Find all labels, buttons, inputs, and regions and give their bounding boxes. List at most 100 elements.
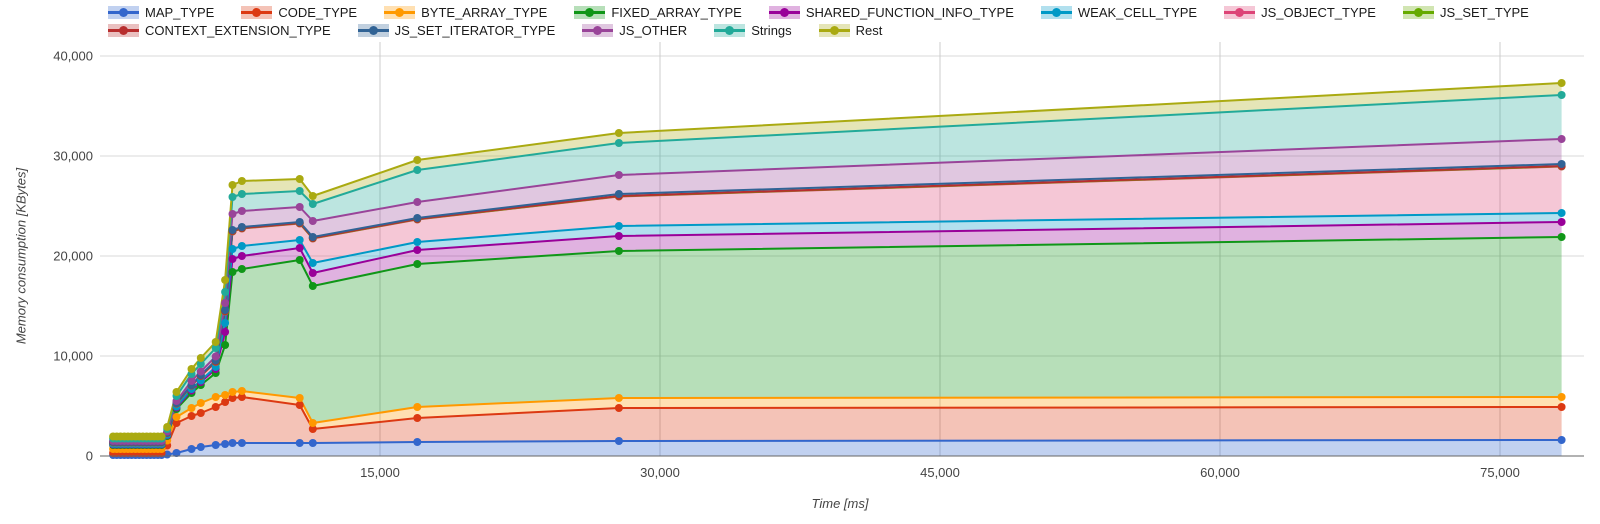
data-point bbox=[308, 269, 317, 277]
legend-item-shared_function_info_type: SHARED_FUNCTION_INFO_TYPE bbox=[768, 5, 1014, 20]
data-point bbox=[614, 394, 623, 402]
data-point bbox=[187, 365, 196, 373]
data-point bbox=[295, 175, 304, 183]
data-point bbox=[196, 443, 205, 451]
legend-item-js_object_type: JS_OBJECT_TYPE bbox=[1224, 5, 1376, 20]
data-point bbox=[237, 393, 246, 401]
data-point bbox=[295, 256, 304, 264]
data-point bbox=[308, 282, 317, 290]
data-point bbox=[211, 403, 220, 411]
data-point bbox=[221, 276, 230, 284]
data-point bbox=[228, 388, 237, 396]
data-point bbox=[308, 419, 317, 427]
legend-label: Rest bbox=[855, 23, 883, 38]
data-point bbox=[237, 439, 246, 447]
data-point bbox=[614, 129, 623, 137]
data-point bbox=[1557, 403, 1566, 411]
data-point bbox=[1557, 209, 1566, 217]
x-tick-label: 75,000 bbox=[1480, 465, 1520, 480]
legend-item-map_type: MAP_TYPE bbox=[108, 5, 214, 20]
chart-legend: MAP_TYPE CODE_TYPE BYTE_ARRAY_TYPE FIXED_AR… bbox=[108, 5, 1592, 38]
data-point bbox=[413, 438, 422, 446]
data-point bbox=[172, 419, 181, 427]
data-point bbox=[211, 338, 220, 346]
data-point bbox=[1557, 160, 1566, 168]
data-point bbox=[237, 252, 246, 260]
data-point bbox=[295, 394, 304, 402]
data-point bbox=[196, 354, 205, 362]
data-point bbox=[614, 171, 623, 179]
data-point bbox=[1557, 218, 1566, 226]
data-point bbox=[221, 288, 230, 296]
data-point bbox=[1557, 79, 1566, 87]
legend-item-js_set_iterator_type: JS_SET_ITERATOR_TYPE bbox=[357, 23, 556, 38]
legend-label: JS_OBJECT_TYPE bbox=[1261, 5, 1376, 20]
legend-swatch-icon bbox=[582, 24, 614, 37]
data-point bbox=[237, 190, 246, 198]
data-point bbox=[308, 192, 317, 200]
data-point bbox=[228, 181, 237, 189]
data-point bbox=[221, 341, 230, 349]
data-point bbox=[1557, 91, 1566, 99]
data-point bbox=[221, 391, 230, 399]
legend-label: Strings bbox=[751, 23, 792, 38]
data-point bbox=[308, 439, 317, 447]
legend-label: JS_SET_TYPE bbox=[1439, 5, 1529, 20]
legend-swatch-icon bbox=[384, 6, 416, 19]
data-point bbox=[172, 413, 181, 421]
legend-label: JS_SET_ITERATOR_TYPE bbox=[394, 23, 556, 38]
data-point bbox=[196, 360, 205, 368]
data-point bbox=[413, 156, 422, 164]
legend-label: CONTEXT_EXTENSION_TYPE bbox=[145, 23, 331, 38]
data-point bbox=[228, 193, 237, 201]
legend-item-context_extension_type: CONTEXT_EXTENSION_TYPE bbox=[108, 23, 331, 38]
data-point bbox=[413, 260, 422, 268]
data-point bbox=[614, 139, 623, 147]
data-point bbox=[228, 226, 237, 234]
y-tick-label: 0 bbox=[86, 449, 93, 464]
data-point bbox=[308, 425, 317, 433]
y-tick-label: 40,000 bbox=[53, 49, 93, 64]
data-point bbox=[237, 177, 246, 185]
data-point bbox=[614, 222, 623, 230]
data-point bbox=[228, 245, 237, 253]
data-point bbox=[172, 449, 181, 457]
legend-swatch-icon bbox=[574, 6, 606, 19]
legend-item-byte_array_type: BYTE_ARRAY_TYPE bbox=[384, 5, 547, 20]
legend-swatch-icon bbox=[108, 6, 139, 19]
legend-label: WEAK_CELL_TYPE bbox=[1077, 5, 1198, 20]
area-band-js_object_type bbox=[113, 166, 1562, 444]
data-point bbox=[237, 242, 246, 250]
area-band-code_type bbox=[113, 397, 1562, 455]
data-point bbox=[614, 190, 623, 198]
legend-label: BYTE_ARRAY_TYPE bbox=[421, 5, 548, 20]
data-point bbox=[228, 255, 237, 263]
y-axis-title: Memory consumption [KBytes] bbox=[13, 167, 29, 345]
legend-swatch-icon bbox=[1224, 6, 1256, 19]
data-point bbox=[228, 268, 237, 276]
legend-swatch-icon bbox=[714, 24, 746, 37]
data-point bbox=[196, 399, 205, 407]
legend-label: SHARED_FUNCTION_INFO_TYPE bbox=[805, 5, 1014, 20]
data-point bbox=[211, 344, 220, 352]
data-point bbox=[163, 423, 172, 431]
data-point bbox=[1557, 135, 1566, 143]
x-tick-label: 30,000 bbox=[640, 465, 680, 480]
data-point bbox=[413, 246, 422, 254]
legend-item-strings: Strings bbox=[714, 23, 792, 38]
legend-item-js_set_type: JS_SET_TYPE bbox=[1402, 5, 1529, 20]
data-point bbox=[237, 223, 246, 231]
data-point bbox=[1557, 393, 1566, 401]
data-point bbox=[237, 387, 246, 395]
data-point bbox=[221, 440, 230, 448]
area-band-fixed_array_type bbox=[113, 237, 1562, 449]
data-point bbox=[614, 232, 623, 240]
legend-row-1: MAP_TYPE CODE_TYPE BYTE_ARRAY_TYPE FIXED_AR… bbox=[108, 5, 1592, 20]
legend-label: FIXED_ARRAY_TYPE bbox=[611, 5, 742, 20]
data-point bbox=[187, 404, 196, 412]
legend-label: MAP_TYPE bbox=[145, 5, 215, 20]
legend-item-js_other: JS_OTHER bbox=[582, 23, 687, 38]
data-point bbox=[196, 409, 205, 417]
